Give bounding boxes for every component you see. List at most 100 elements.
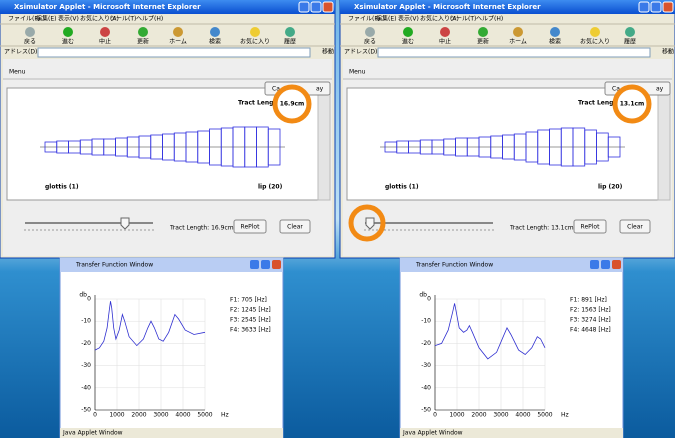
formant-label: F1: 891 [Hz] — [570, 297, 607, 304]
toolbar-icon[interactable] — [403, 27, 413, 37]
clear-button[interactable] — [279, 219, 311, 234]
title-bar — [340, 0, 675, 14]
toolbar-icon[interactable] — [625, 27, 635, 37]
transfer-window — [399, 257, 624, 439]
menu-item[interactable]: ヘルプ(H) — [136, 16, 163, 23]
window-button[interactable] — [272, 260, 281, 269]
x-axis-label: Hz — [561, 412, 569, 419]
window-title: Xsimulator Applet - Microsoft Internet E… — [354, 3, 541, 11]
menu-item[interactable]: ヘルプ(H) — [476, 16, 503, 23]
toolbar-label[interactable]: 進む — [402, 38, 414, 46]
toolbar-icon[interactable] — [250, 27, 260, 37]
menu-item[interactable]: お気に入り(A) — [420, 15, 459, 23]
x-tick-label: 1000 — [449, 412, 464, 419]
x-tick-label: 2000 — [131, 412, 146, 419]
menu-item[interactable]: お気に入り(A) — [80, 15, 119, 23]
clear-label: Clear — [287, 224, 303, 231]
formant-label: F3: 3274 [Hz] — [570, 317, 611, 324]
x-tick-label: 2000 — [471, 412, 486, 419]
window-button[interactable] — [638, 1, 650, 13]
toolbar-label[interactable]: 中止 — [99, 38, 111, 46]
menu-item[interactable]: 編集(E) — [376, 15, 396, 23]
tract-value: 16.9cm — [280, 101, 305, 108]
browser-panel: Xsimulator Applet - Microsoft Internet E… — [339, 0, 675, 439]
tract-label: Tract Leng — [238, 100, 273, 107]
window-button[interactable] — [310, 1, 322, 13]
x-tick-label: 4000 — [175, 412, 190, 419]
menu-item[interactable]: 編集(E) — [36, 15, 56, 23]
toolbar-icon[interactable] — [138, 27, 148, 37]
formant-label: F2: 1245 [Hz] — [230, 307, 271, 314]
replot-label: RePlot — [581, 224, 601, 231]
toolbar-label[interactable]: 戻る — [24, 38, 36, 46]
toolbar-label[interactable]: 履歴 — [284, 39, 296, 46]
slider-thumb[interactable] — [365, 217, 375, 230]
toolbar-icon[interactable] — [440, 27, 450, 37]
window-button[interactable] — [322, 1, 334, 13]
lip-label: lip (20) — [598, 184, 623, 191]
toolbar-label[interactable]: 検索 — [549, 38, 561, 46]
slider-thumb[interactable] — [120, 217, 130, 230]
toolbar-icon[interactable] — [210, 27, 220, 37]
replot-button[interactable] — [233, 219, 267, 234]
tract-value: 13.1cm — [620, 101, 645, 108]
toolbar-icon[interactable] — [173, 27, 183, 37]
window-button[interactable] — [298, 1, 310, 13]
toolbar-icon[interactable] — [100, 27, 110, 37]
toolbar-icon[interactable] — [590, 27, 600, 37]
tract-label: Tract Leng — [578, 100, 613, 107]
toolbar-icon[interactable] — [365, 27, 375, 37]
toolbar-icon[interactable] — [285, 27, 295, 37]
toolbar-icon[interactable] — [550, 27, 560, 37]
window-button[interactable] — [590, 260, 599, 269]
scrollbar — [317, 87, 331, 201]
toolbar-icon[interactable] — [513, 27, 523, 37]
applet-menu[interactable]: Menu — [9, 69, 26, 76]
menu-item[interactable]: ファイル(F) — [348, 16, 380, 23]
glottis-label: glottis (1) — [385, 184, 419, 191]
toolbar-label[interactable]: お気に入り — [580, 38, 610, 46]
toolbar-label[interactable]: 履歴 — [624, 39, 636, 46]
title-bar — [0, 0, 335, 14]
window-button[interactable] — [662, 1, 674, 13]
transfer-title-bar — [400, 258, 623, 272]
scrollbar — [657, 87, 671, 201]
toolbar-label[interactable]: 更新 — [137, 38, 149, 46]
transfer-title: Transfer Function Window — [415, 262, 493, 269]
toolbar-label[interactable]: 戻る — [364, 38, 376, 46]
clear-button[interactable] — [619, 219, 651, 234]
button-end: ay — [316, 86, 324, 93]
replot-label: RePlot — [241, 224, 261, 231]
window-button[interactable] — [601, 260, 610, 269]
window-button[interactable] — [250, 260, 259, 269]
menu-item[interactable]: ファイル(F) — [8, 16, 40, 23]
window-button[interactable] — [612, 260, 621, 269]
x-tick-label: 3000 — [153, 412, 168, 419]
go-label[interactable]: 移動 — [662, 48, 674, 56]
y-tick-label: -30 — [81, 362, 91, 369]
highlight — [272, 84, 312, 124]
applet-menu[interactable]: Menu — [349, 69, 366, 76]
menu-item[interactable]: 表示(V) — [58, 15, 79, 23]
toolbar-label[interactable]: 進む — [62, 38, 74, 46]
toolbar-icon[interactable] — [25, 27, 35, 37]
address-box[interactable] — [37, 47, 311, 58]
toolbar-label[interactable]: 検索 — [209, 38, 221, 46]
y-axis-label: db — [79, 292, 87, 299]
toolbar-label[interactable]: ホーム — [169, 39, 187, 46]
menu-item[interactable]: ツール(T) — [110, 16, 136, 23]
menu-item[interactable]: 表示(V) — [398, 15, 419, 23]
window-button[interactable] — [261, 260, 270, 269]
toolbar-icon[interactable] — [478, 27, 488, 37]
toolbar-label[interactable]: ホーム — [509, 39, 527, 46]
toolbar-label[interactable]: 中止 — [439, 38, 451, 46]
toolbar-icon[interactable] — [63, 27, 73, 37]
replot-button[interactable] — [573, 219, 607, 234]
y-tick-label: -30 — [421, 362, 431, 369]
window-button[interactable] — [650, 1, 662, 13]
toolbar-label[interactable]: お気に入り — [240, 38, 270, 46]
address-box[interactable] — [377, 47, 651, 58]
go-label[interactable]: 移動 — [322, 48, 334, 56]
toolbar-label[interactable]: 更新 — [477, 38, 489, 46]
menu-item[interactable]: ツール(T) — [450, 16, 476, 23]
